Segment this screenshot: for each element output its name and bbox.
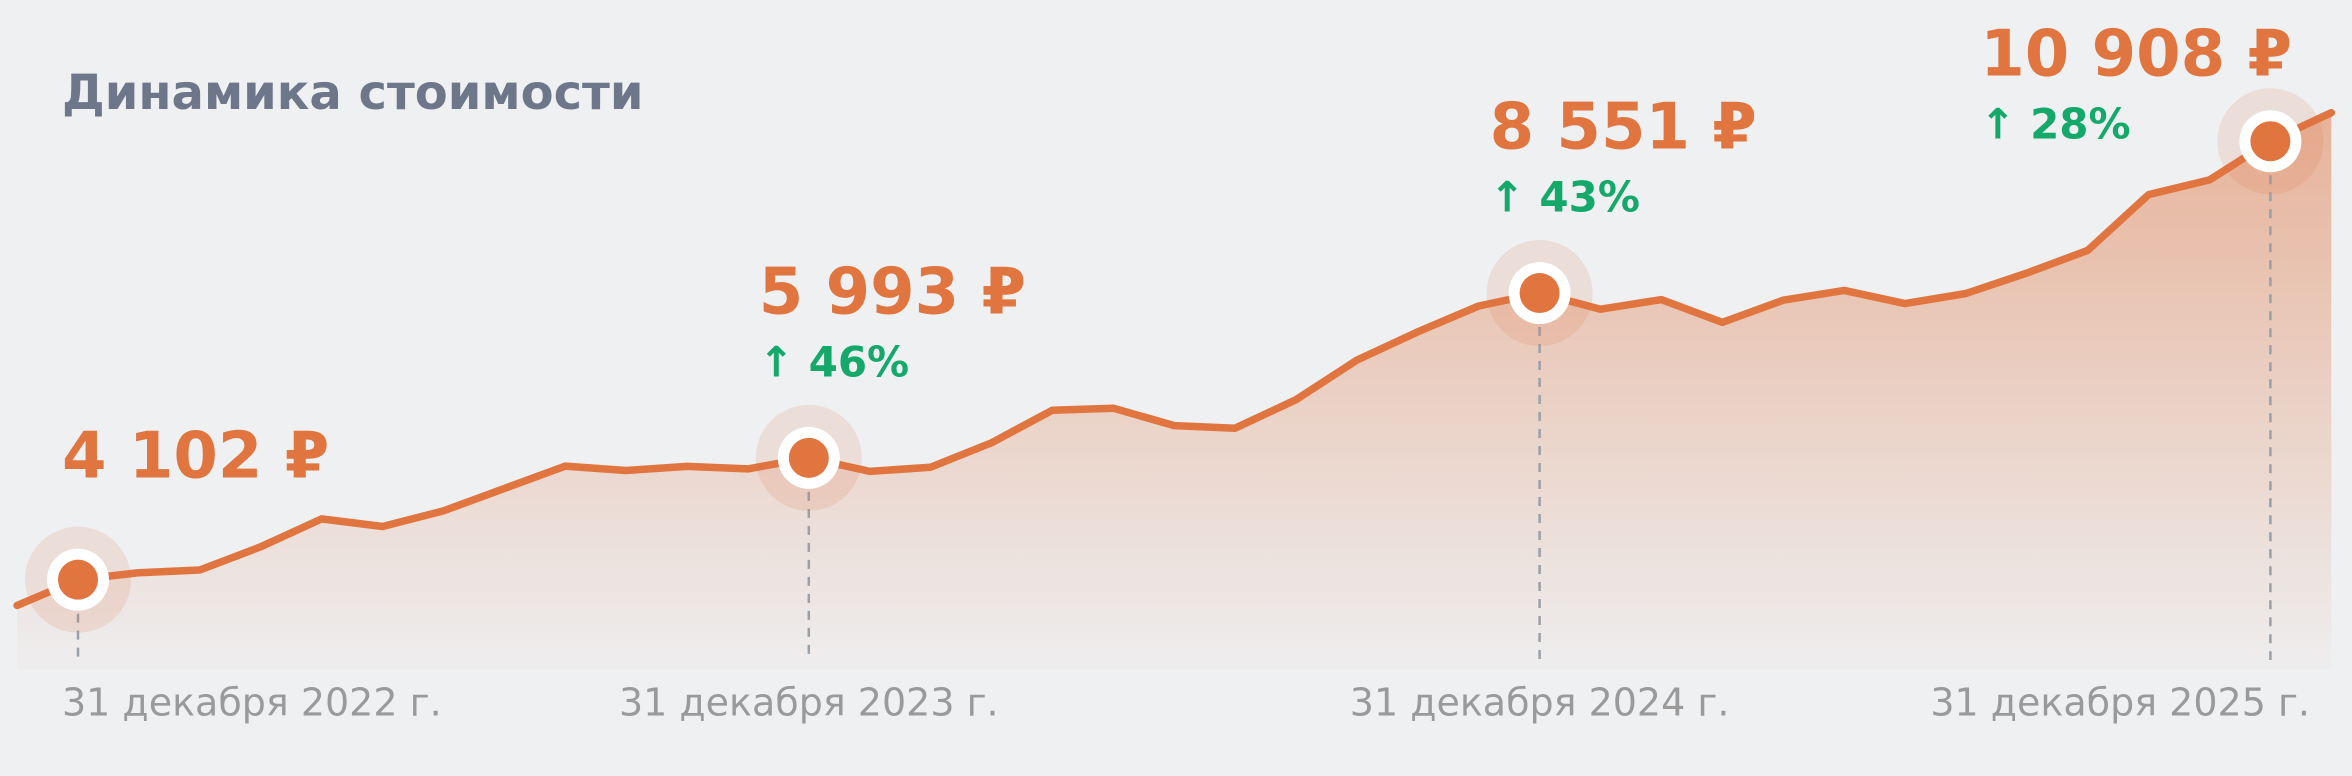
value-label: 4 102 ₽ [62, 419, 329, 493]
marker [1519, 273, 1560, 314]
change-label: ↑ 43% [1490, 173, 1640, 222]
area [17, 112, 2332, 670]
change-label: ↑ 46% [759, 337, 909, 386]
value-label: 8 551 ₽ [1490, 91, 1757, 165]
x-tick-label: 31 декабря 2022 г. [62, 681, 442, 725]
x-tick-label: 31 декабря 2024 г. [1350, 681, 1730, 725]
x-tick-label: 31 декабря 2025 г. [1930, 681, 2310, 725]
line [13, 108, 2336, 610]
marker [788, 437, 829, 478]
chart-title: Динамика стоимости [62, 65, 643, 121]
x-tick-label: 31 декабря 2023 г. [619, 681, 999, 725]
value-label: 5 993 ₽ [759, 255, 1026, 329]
change-label: ↑ 28% [1980, 100, 2130, 149]
value-label: 10 908 ₽ [1980, 18, 2292, 92]
marker [58, 559, 98, 600]
plot-area [13, 108, 2336, 670]
marker [2250, 121, 2291, 162]
